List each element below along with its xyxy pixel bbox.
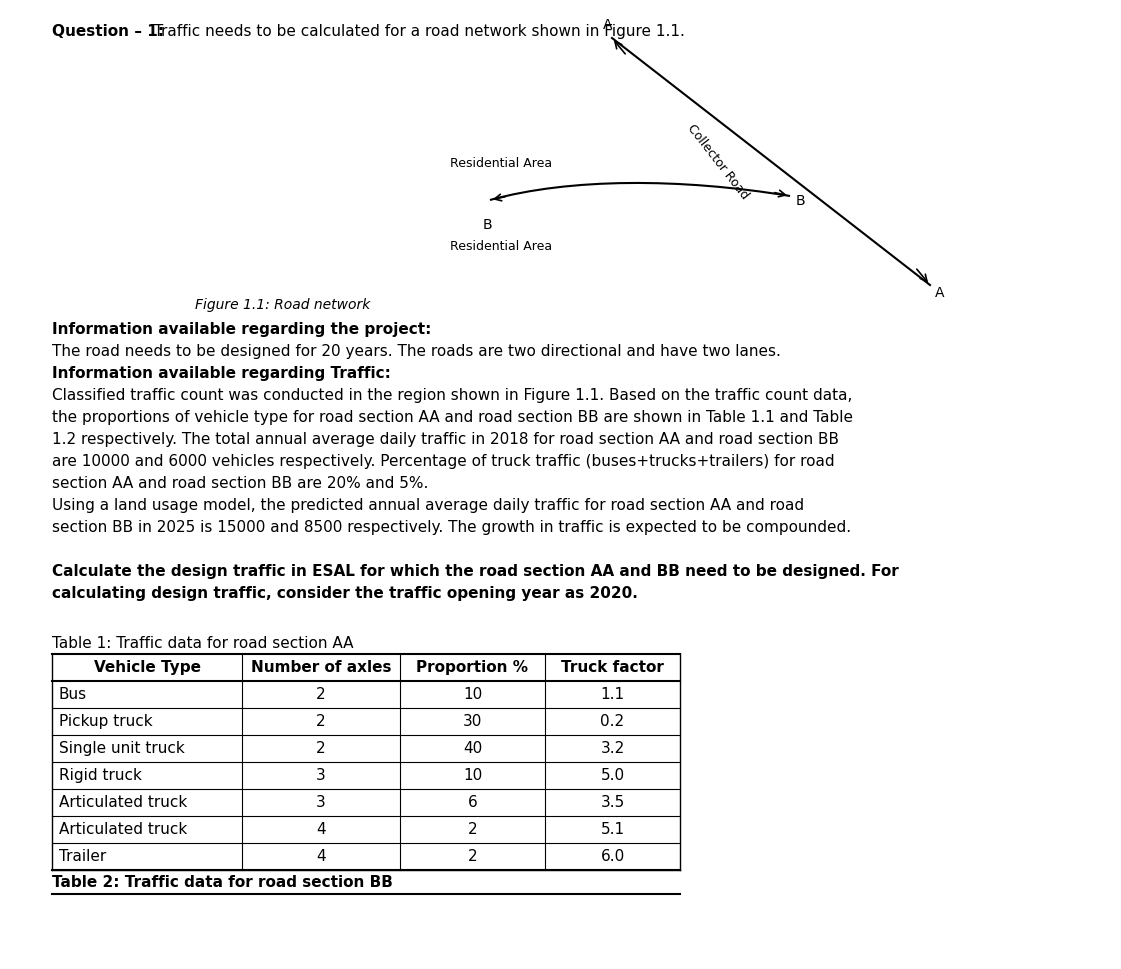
Text: 6: 6 — [467, 795, 478, 810]
Text: Truck factor: Truck factor — [562, 660, 664, 675]
Text: Information available regarding Traffic:: Information available regarding Traffic: — [52, 366, 391, 381]
Text: 3.5: 3.5 — [601, 795, 624, 810]
Text: Using a land usage model, the predicted annual average daily traffic for road se: Using a land usage model, the predicted … — [52, 498, 804, 513]
Text: Trailer: Trailer — [59, 849, 106, 864]
Text: Classified traffic count was conducted in the region shown in Figure 1.1. Based : Classified traffic count was conducted i… — [52, 388, 852, 403]
Text: B: B — [796, 194, 806, 208]
Text: 40: 40 — [463, 741, 482, 756]
Text: 2: 2 — [467, 849, 478, 864]
Text: The road needs to be designed for 20 years. The roads are two directional and ha: The road needs to be designed for 20 yea… — [52, 344, 781, 359]
Text: section BB in 2025 is 15000 and 8500 respectively. The growth in traffic is expe: section BB in 2025 is 15000 and 8500 res… — [52, 520, 851, 535]
Text: 2: 2 — [316, 687, 326, 702]
Text: A: A — [935, 286, 945, 300]
Text: A: A — [603, 18, 613, 32]
Text: 1.1: 1.1 — [601, 687, 624, 702]
Text: Number of axles: Number of axles — [251, 660, 391, 675]
Text: Articulated truck: Articulated truck — [59, 822, 187, 837]
Text: 3.2: 3.2 — [601, 741, 624, 756]
Text: 10: 10 — [463, 687, 482, 702]
Text: calculating design traffic, consider the traffic opening year as 2020.: calculating design traffic, consider the… — [52, 586, 638, 601]
Text: 4: 4 — [316, 822, 326, 837]
Text: section AA and road section BB are 20% and 5%.: section AA and road section BB are 20% a… — [52, 476, 428, 491]
Text: Proportion %: Proportion % — [417, 660, 528, 675]
Text: Single unit truck: Single unit truck — [59, 741, 185, 756]
Text: 2: 2 — [316, 741, 326, 756]
Text: 2: 2 — [467, 822, 478, 837]
Text: the proportions of vehicle type for road section AA and road section BB are show: the proportions of vehicle type for road… — [52, 410, 853, 425]
Text: 1.2 respectively. The total annual average daily traffic in 2018 for road sectio: 1.2 respectively. The total annual avera… — [52, 432, 839, 447]
Text: Collector Road: Collector Road — [685, 122, 751, 202]
Text: Residential Area: Residential Area — [450, 157, 553, 170]
Text: are 10000 and 6000 vehicles respectively. Percentage of truck traffic (buses+tru: are 10000 and 6000 vehicles respectively… — [52, 454, 835, 469]
Text: Residential Area: Residential Area — [450, 240, 553, 253]
Text: 0.2: 0.2 — [601, 714, 624, 729]
Text: Pickup truck: Pickup truck — [59, 714, 152, 729]
Text: Figure 1.1: Road network: Figure 1.1: Road network — [195, 298, 370, 312]
Text: 5.1: 5.1 — [601, 822, 624, 837]
Text: 30: 30 — [463, 714, 482, 729]
Text: Vehicle Type: Vehicle Type — [93, 660, 201, 675]
Text: Calculate the design traffic in ESAL for which the road section AA and BB need t: Calculate the design traffic in ESAL for… — [52, 564, 899, 579]
Text: 4: 4 — [316, 849, 326, 864]
Text: 5.0: 5.0 — [601, 768, 624, 783]
Text: Table 1: Traffic data for road section AA: Table 1: Traffic data for road section A… — [52, 636, 353, 651]
Text: 3: 3 — [316, 768, 326, 783]
Text: Question – 1:: Question – 1: — [52, 24, 164, 39]
Text: Information available regarding the project:: Information available regarding the proj… — [52, 322, 432, 337]
Text: Bus: Bus — [59, 687, 87, 702]
Text: B: B — [482, 218, 492, 232]
Text: Rigid truck: Rigid truck — [59, 768, 142, 783]
Text: 3: 3 — [316, 795, 326, 810]
Text: 10: 10 — [463, 768, 482, 783]
Text: 2: 2 — [316, 714, 326, 729]
Text: 6.0: 6.0 — [601, 849, 624, 864]
Text: Table 2: Traffic data for road section BB: Table 2: Traffic data for road section B… — [52, 875, 392, 890]
Text: Articulated truck: Articulated truck — [59, 795, 187, 810]
Text: Traffic needs to be calculated for a road network shown in Figure 1.1.: Traffic needs to be calculated for a roa… — [149, 24, 685, 39]
